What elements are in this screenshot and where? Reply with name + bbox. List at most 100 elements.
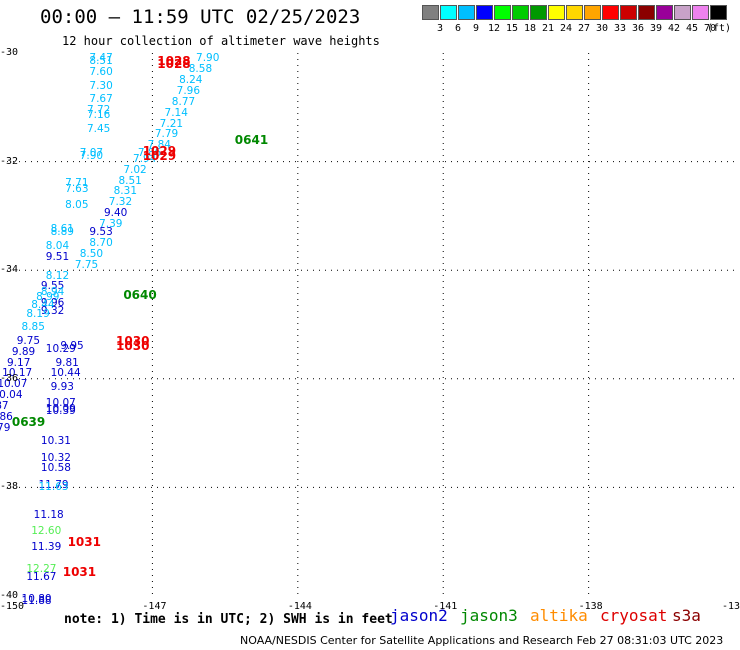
wave-height-value: 7.21 xyxy=(159,117,184,130)
wave-height-value: 12.27 xyxy=(26,562,57,575)
wave-height-value: 7.32 xyxy=(108,196,133,209)
wave-height-value: 7.63 xyxy=(65,182,89,195)
wave-height-value: 10.44 xyxy=(50,367,81,380)
wave-height-value: 10.58 xyxy=(40,462,71,475)
wave-height-value: 10.86 xyxy=(0,410,13,423)
longitude-label: -13 xyxy=(722,601,740,612)
wave-height-value: 10.17 xyxy=(2,367,33,380)
wave-height-value: 10.80 xyxy=(21,592,52,605)
pass-time-label: 0641 xyxy=(234,132,269,147)
wave-height-value: 9.40 xyxy=(103,207,128,220)
wave-height-value: 9.53 xyxy=(89,226,113,239)
color-swatch xyxy=(476,5,493,20)
color-swatch xyxy=(602,5,619,20)
wave-height-value: 8.70 xyxy=(89,237,113,250)
wave-height-value: 7.14 xyxy=(164,106,188,119)
longitude-label: -144 xyxy=(287,601,312,612)
longitude-label: -141 xyxy=(433,601,458,612)
wave-height-value: 7.90 xyxy=(196,52,220,65)
wave-height-value: 8.50 xyxy=(79,247,104,260)
wave-height-value: 9.32 xyxy=(40,304,65,317)
color-swatch xyxy=(584,5,601,20)
wave-height-value: 9.93 xyxy=(50,380,74,393)
wave-height-value: 8.04 xyxy=(45,239,70,252)
color-scale-label: 42 xyxy=(667,23,681,34)
pass-time-label: 1031 xyxy=(62,564,97,579)
pass-time-label: 1029 xyxy=(142,149,177,164)
wave-height-value: 9.87 xyxy=(0,399,9,412)
color-swatch xyxy=(638,5,655,20)
wave-height-value: 8.05 xyxy=(65,199,89,212)
latitude-label: -30 xyxy=(0,47,19,58)
wave-height-value: 7.47 xyxy=(89,52,113,65)
latitude-label: -32 xyxy=(0,155,19,167)
color-scale-label: 33 xyxy=(613,23,627,34)
wave-height-value: 11.18 xyxy=(33,508,64,521)
pass-time-label: 1030 xyxy=(116,339,150,354)
wave-height-value: 10.32 xyxy=(40,451,71,464)
wave-height-value: 8.77 xyxy=(171,95,196,108)
color-scale-label: 70 xyxy=(703,23,717,34)
wave-height-value: 10.39 xyxy=(45,405,76,418)
wave-height-value: 7.86 xyxy=(137,147,162,160)
wave-height-value: 10.79 xyxy=(0,421,11,434)
latitude-label: -36 xyxy=(0,372,19,384)
wave-height-value: 7.30 xyxy=(89,79,113,92)
longitude-label: -147 xyxy=(142,601,167,612)
wave-height-value: 12.60 xyxy=(31,524,62,537)
wave-height-value: 7.84 xyxy=(147,139,171,152)
wave-height-value: 9.96 xyxy=(40,296,65,309)
color-swatch xyxy=(620,5,637,20)
wave-height-value: 9.95 xyxy=(60,340,84,353)
wave-height-value: 10.29 xyxy=(45,342,76,355)
color-scale-label: 12 xyxy=(487,23,501,34)
wave-height-value: 11.39 xyxy=(31,541,62,554)
color-scale-label: 45 xyxy=(685,23,699,34)
wave-height-value: 9.17 xyxy=(7,356,31,369)
wave-height-value: 9.75 xyxy=(16,334,41,347)
wave-height-value: 11.88 xyxy=(21,595,52,608)
wave-height-value: 8.89 xyxy=(50,226,74,239)
color-swatch xyxy=(422,5,439,20)
legend-s3a: s3a xyxy=(672,606,701,625)
page-title: 00:00 – 11:59 UTC 02/25/2023 xyxy=(40,6,361,28)
wave-height-value: 10.04 xyxy=(0,389,23,402)
color-scale-label: 24 xyxy=(559,23,573,34)
page-subtitle: 12 hour collection of altimeter wave hei… xyxy=(62,34,380,48)
color-scale-label: 6 xyxy=(454,23,462,34)
latitude-label: -34 xyxy=(0,264,19,276)
color-scale-label: 3 xyxy=(436,23,444,34)
pass-time-label: 1029 xyxy=(142,143,177,158)
pass-time-label: 0639 xyxy=(11,415,46,430)
color-scale-label: 15 xyxy=(505,23,519,34)
wave-height-value: 7.90 xyxy=(79,150,104,163)
wave-height-value: 10.31 xyxy=(40,435,71,448)
legend-altika: altika xyxy=(530,606,588,625)
pass-time-label: 0640 xyxy=(123,287,157,302)
wave-height-value: 7.39 xyxy=(99,218,123,231)
pass-time-label: 1028 xyxy=(157,54,191,69)
color-swatch xyxy=(512,5,529,20)
wave-height-value: 7.72 xyxy=(86,104,111,116)
color-swatch xyxy=(656,5,673,20)
legend-jason2: jason2 xyxy=(390,606,448,625)
wave-height-value: 9.89 xyxy=(11,345,36,358)
wave-height-value: 7.67 xyxy=(89,93,113,106)
wave-height-value: 8.24 xyxy=(179,74,203,87)
color-swatch xyxy=(548,5,565,20)
wave-height-value: 7.45 xyxy=(86,123,111,136)
wave-height-value: 8.51 xyxy=(89,55,113,68)
wave-height-value: 8.12 xyxy=(45,269,70,282)
wave-height-value: 7.79 xyxy=(154,128,179,141)
wave-height-value: 10.07 xyxy=(0,378,28,391)
wave-height-value: 7.96 xyxy=(176,85,201,97)
color-scale-label: 36 xyxy=(631,23,645,34)
color-swatch xyxy=(494,5,511,20)
color-swatch xyxy=(566,5,583,20)
color-scale-label: 27 xyxy=(577,23,591,34)
legend-cryosat: cryosat xyxy=(600,606,668,625)
wave-height-value: 8.85 xyxy=(21,321,45,334)
wave-height-value: 7.71 xyxy=(65,177,89,190)
color-scale-label: 21 xyxy=(541,23,555,34)
